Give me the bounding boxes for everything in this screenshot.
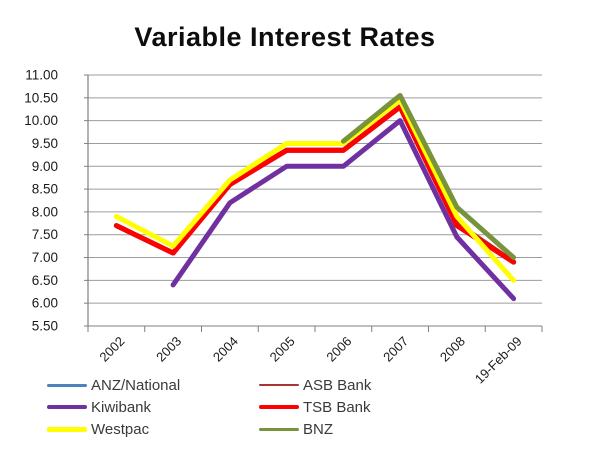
legend-swatch-icon xyxy=(259,383,299,387)
x-axis-label: 2008 xyxy=(437,334,468,365)
x-axis-label: 2004 xyxy=(210,334,241,365)
legend-swatch-icon xyxy=(47,383,87,387)
chart-title: Variable Interest Rates xyxy=(134,22,436,52)
series-line-tsb-bank xyxy=(113,104,517,265)
x-axis-label: 2003 xyxy=(153,334,184,365)
y-axis-label: 10.00 xyxy=(24,113,58,128)
y-axis-label: 10.50 xyxy=(24,90,58,105)
x-axis-label: 2006 xyxy=(323,334,354,365)
legend-swatch-icon xyxy=(259,404,299,410)
legend-entry-tsb-bank: TSB Bank xyxy=(259,398,467,416)
series-line-westpac xyxy=(113,97,517,283)
legend-label: TSB Bank xyxy=(303,398,371,416)
y-axis-label: 9.00 xyxy=(32,159,58,174)
legend-entry-anz-national: ANZ/National xyxy=(47,376,259,394)
legend-label: ANZ/National xyxy=(91,376,181,394)
legend-entry-bnz: BNZ xyxy=(259,420,467,438)
legend-swatch-icon xyxy=(47,405,87,409)
y-axis-label: 9.50 xyxy=(32,136,58,151)
legend-label: Kiwibank xyxy=(91,398,152,416)
legend-entry-kiwibank: Kiwibank xyxy=(47,398,259,416)
legend-entry-westpac: Westpac xyxy=(47,420,259,438)
y-axis-label: 11.00 xyxy=(25,68,58,83)
y-axis-label: 8.00 xyxy=(32,204,58,219)
series-line-asb-bank xyxy=(113,104,517,265)
y-axis-label: 6.00 xyxy=(32,296,58,311)
y-axis-label: 7.50 xyxy=(32,227,58,242)
series-line-kiwibank xyxy=(170,118,517,302)
series-line-bnz xyxy=(340,93,517,260)
x-axis-label: 2002 xyxy=(96,334,127,365)
y-axis-label: 7.00 xyxy=(32,250,58,265)
legend-entry-asb-bank: ASB Bank xyxy=(259,376,467,394)
series-line-anz-national xyxy=(113,104,517,265)
x-axis-label: 2007 xyxy=(380,334,411,365)
x-axis-label: 19-Feb-09 xyxy=(472,334,525,387)
x-axis-label: 2005 xyxy=(267,334,298,365)
y-axis-label: 8.50 xyxy=(32,182,58,197)
y-axis-label: 5.50 xyxy=(32,319,58,334)
legend-label: BNZ xyxy=(303,420,333,438)
legend-label: ASB Bank xyxy=(303,376,372,394)
legend-swatch-icon xyxy=(47,426,87,432)
legend-swatch-icon xyxy=(259,427,299,431)
y-axis-label: 6.50 xyxy=(32,273,58,288)
legend-label: Westpac xyxy=(91,420,150,438)
legend: ANZ/National ASB Bank Kiwibank TSB Bank West… xyxy=(47,376,467,438)
